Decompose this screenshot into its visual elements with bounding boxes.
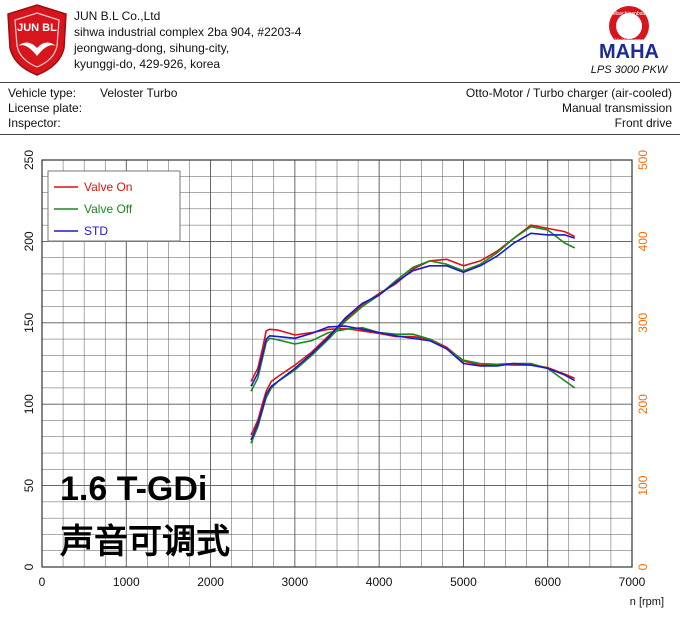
vehicle-specs: Otto-Motor / Turbo charger (air-cooled) … <box>466 86 672 131</box>
y-left-tick-label: 250 <box>22 150 36 170</box>
company-name: JUN B.L Co.,Ltd <box>74 9 161 23</box>
y-right-tick-label: 300 <box>636 312 650 332</box>
legend-label: STD <box>84 224 108 238</box>
y-left-tick-label: 200 <box>22 231 36 251</box>
company-address-line-3: kyunggi-do, 429-926, korea <box>74 57 221 71</box>
x-tick-label: 3000 <box>282 575 309 589</box>
company-address: JUN B.L Co.,Ltd sihwa industrial complex… <box>74 8 301 72</box>
license-plate-label: License plate: <box>8 101 83 115</box>
engine-overlay-label: 1.6 T-GDi <box>60 470 208 508</box>
x-tick-label: 0 <box>39 575 46 589</box>
y-left-tick-label: 100 <box>22 394 36 414</box>
chart-grid <box>41 159 633 568</box>
info-divider <box>0 134 680 135</box>
engine-type: Otto-Motor / Turbo charger (air-cooled) <box>465 86 672 100</box>
maha-logo-text: MAHA <box>599 41 659 63</box>
plot-frame <box>41 159 633 568</box>
x-tick-label: 4000 <box>366 575 393 589</box>
dyno-chart: 0 1000 2000 3000 4000 5000 6000 700005010015020… <box>22 150 664 608</box>
company-address-line-1: sihwa industrial complex 2ba 904, #2203-… <box>74 25 302 39</box>
vehicle-info: Vehicle type: Veloster Turbo License plat… <box>8 86 177 131</box>
transmission-type: Manual transmission <box>561 101 672 115</box>
logo-text: JUN BL <box>17 22 57 34</box>
series-line-std-right <box>250 325 576 387</box>
chart-series <box>250 224 576 444</box>
x-tick-label: 6000 <box>534 575 561 589</box>
y-right-tick-label: 400 <box>636 231 650 251</box>
x-axis-label: n [rpm] <box>630 596 664 608</box>
x-tick-label: 5000 <box>450 575 477 589</box>
svg-text:Maschinenbau: Maschinenbau <box>613 11 646 17</box>
y-right-tick-label: 100 <box>636 475 650 495</box>
x-tick-label: 2000 <box>197 575 224 589</box>
drive-type: Front drive <box>614 116 672 130</box>
maha-model: LPS 3000 PKW <box>590 64 668 76</box>
inspector-label: Inspector: <box>8 116 61 130</box>
chart-legend: Valve On Valve Off STD <box>47 170 181 242</box>
y-left-tick-label: 50 <box>22 479 36 493</box>
series-line-valve-on-left <box>250 224 576 436</box>
x-tick-label: 1000 <box>113 575 140 589</box>
exhaust-overlay-label: 声音可调式 <box>60 523 230 561</box>
company-address-line-2: jeongwang-dong, sihung-city, <box>74 41 230 55</box>
y-right-tick-label: 500 <box>636 150 650 170</box>
y-left-tick-label: 0 <box>22 563 36 570</box>
junbl-logo: JUN BL <box>6 4 68 76</box>
y-left-tick-label: 150 <box>22 312 36 332</box>
legend-label: Valve On <box>84 180 132 194</box>
maha-logo: Maschinenbau Haldenwang MAHA LPS 3000 PK… <box>584 4 674 78</box>
vehicle-type-value: Veloster Turbo <box>100 86 178 100</box>
report-header: JUN BL JUN B.L Co.,Ltd sihwa industrial … <box>0 0 680 83</box>
vehicle-type-label: Vehicle type: <box>8 86 77 100</box>
series-line-std-left <box>250 232 575 441</box>
y-right-tick-label: 200 <box>636 394 650 414</box>
y-right-tick-label: 0 <box>636 563 650 570</box>
chart-axes: 0 1000 2000 3000 4000 5000 6000 700005010015020… <box>22 150 664 608</box>
legend-box <box>47 170 181 242</box>
x-tick-label: 7000 <box>619 575 646 589</box>
legend-label: Valve Off <box>84 202 133 216</box>
header-divider <box>0 82 680 83</box>
